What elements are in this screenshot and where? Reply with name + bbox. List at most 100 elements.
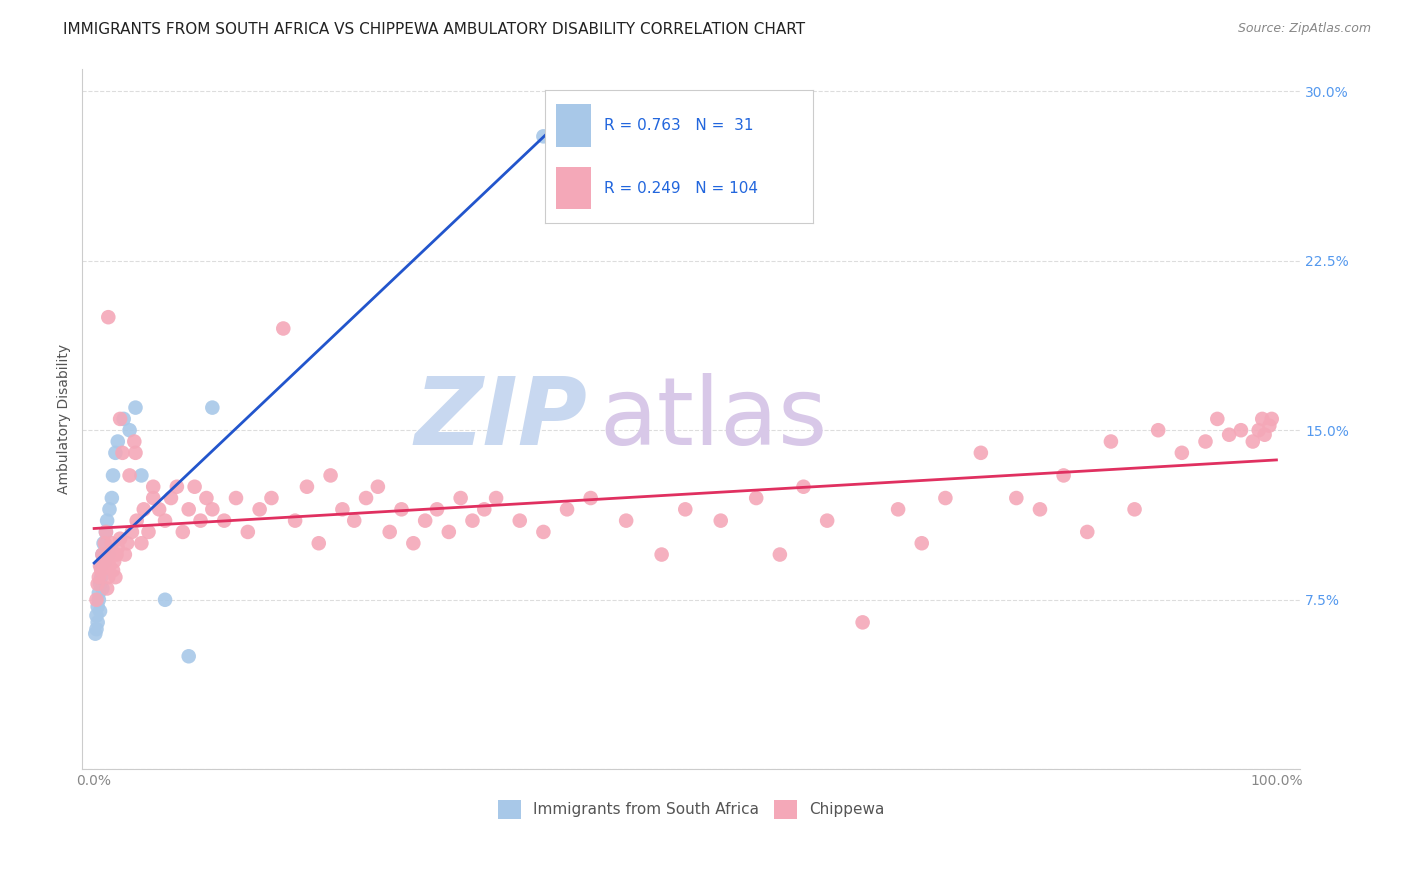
Point bbox=[450, 491, 472, 505]
Point bbox=[97, 548, 120, 562]
Point bbox=[96, 582, 118, 596]
Point bbox=[104, 446, 127, 460]
Point bbox=[1005, 491, 1028, 505]
Point bbox=[343, 514, 366, 528]
Point bbox=[86, 608, 108, 623]
Point bbox=[104, 570, 127, 584]
Point bbox=[887, 502, 910, 516]
Point bbox=[177, 502, 200, 516]
Point bbox=[86, 577, 108, 591]
Point bbox=[195, 491, 218, 505]
Point bbox=[100, 548, 122, 562]
Point bbox=[183, 480, 205, 494]
Point bbox=[94, 524, 117, 539]
Point bbox=[437, 524, 460, 539]
Point bbox=[112, 412, 135, 426]
Point bbox=[1258, 418, 1281, 433]
Point bbox=[101, 468, 124, 483]
Point bbox=[132, 502, 155, 516]
Point bbox=[107, 434, 129, 449]
Point bbox=[260, 491, 283, 505]
Point bbox=[90, 563, 112, 577]
Point bbox=[426, 502, 449, 516]
Point bbox=[103, 554, 125, 568]
Text: Source: ZipAtlas.com: Source: ZipAtlas.com bbox=[1237, 22, 1371, 36]
Point bbox=[673, 502, 696, 516]
Point bbox=[1260, 412, 1282, 426]
Point bbox=[101, 491, 124, 505]
Point bbox=[107, 541, 129, 555]
Point bbox=[89, 577, 111, 591]
Point bbox=[118, 423, 141, 437]
Point bbox=[153, 514, 176, 528]
Point bbox=[1123, 502, 1146, 516]
Point bbox=[378, 524, 401, 539]
Point bbox=[295, 480, 318, 494]
Point bbox=[531, 129, 554, 144]
Point bbox=[97, 570, 120, 584]
Point bbox=[160, 491, 183, 505]
Point bbox=[792, 480, 814, 494]
Point bbox=[131, 468, 153, 483]
Point bbox=[271, 321, 294, 335]
Point bbox=[651, 548, 673, 562]
Point bbox=[94, 524, 117, 539]
Point bbox=[1147, 423, 1170, 437]
Point bbox=[84, 626, 107, 640]
Legend: Immigrants from South Africa, Chippewa: Immigrants from South Africa, Chippewa bbox=[492, 794, 891, 825]
Point bbox=[531, 524, 554, 539]
Point bbox=[121, 524, 143, 539]
Y-axis label: Ambulatory Disability: Ambulatory Disability bbox=[58, 343, 72, 494]
Point bbox=[86, 599, 108, 614]
Point bbox=[142, 480, 165, 494]
Point bbox=[745, 491, 768, 505]
Point bbox=[354, 491, 377, 505]
Point bbox=[852, 615, 875, 630]
Text: IMMIGRANTS FROM SOUTH AFRICA VS CHIPPEWA AMBULATORY DISABILITY CORRELATION CHART: IMMIGRANTS FROM SOUTH AFRICA VS CHIPPEWA… bbox=[63, 22, 806, 37]
Point bbox=[911, 536, 934, 550]
Point bbox=[86, 592, 108, 607]
Point bbox=[1029, 502, 1052, 516]
Point bbox=[115, 536, 138, 550]
Point bbox=[93, 554, 115, 568]
Point bbox=[201, 502, 224, 516]
Point bbox=[485, 491, 508, 505]
Point bbox=[172, 524, 194, 539]
Point bbox=[308, 536, 330, 550]
Point bbox=[111, 446, 134, 460]
Point bbox=[114, 548, 136, 562]
Point bbox=[1251, 412, 1274, 426]
Point bbox=[249, 502, 271, 516]
Point bbox=[413, 514, 436, 528]
Point bbox=[142, 491, 165, 505]
Point bbox=[124, 446, 146, 460]
Point bbox=[166, 480, 188, 494]
Point bbox=[815, 514, 838, 528]
Point bbox=[367, 480, 389, 494]
Point bbox=[402, 536, 425, 550]
Text: ZIP: ZIP bbox=[415, 373, 588, 465]
Point bbox=[90, 570, 112, 584]
Point bbox=[153, 592, 176, 607]
Point bbox=[138, 524, 160, 539]
Point bbox=[509, 514, 531, 528]
Point bbox=[98, 558, 121, 573]
Point bbox=[461, 514, 484, 528]
Point bbox=[108, 532, 131, 546]
Point bbox=[934, 491, 956, 505]
Point bbox=[769, 548, 792, 562]
Point bbox=[91, 548, 114, 562]
Point bbox=[1052, 468, 1074, 483]
Point bbox=[1099, 434, 1122, 449]
Point bbox=[93, 536, 115, 550]
Point bbox=[236, 524, 259, 539]
Point bbox=[148, 502, 170, 516]
Point bbox=[212, 514, 235, 528]
Point bbox=[190, 514, 212, 528]
Point bbox=[225, 491, 247, 505]
Point bbox=[177, 649, 200, 664]
Point bbox=[1241, 434, 1264, 449]
Point bbox=[1206, 412, 1229, 426]
Point bbox=[94, 536, 117, 550]
Point bbox=[1194, 434, 1216, 449]
